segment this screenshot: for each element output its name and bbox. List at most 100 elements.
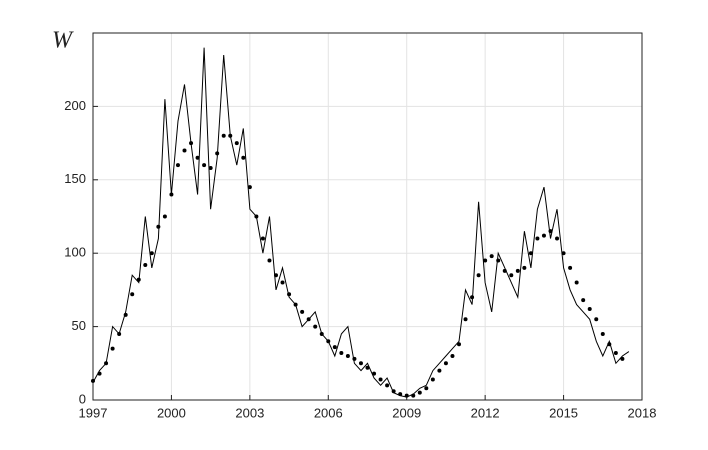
data-dot [450,353,455,358]
data-dot [398,392,403,397]
data-dot [169,192,174,197]
data-dot [189,141,194,146]
data-dot [91,378,95,383]
data-dot [274,273,278,278]
data-dot [470,295,475,300]
data-dot [463,317,468,322]
data-dot [515,268,520,273]
data-dot [136,277,141,282]
data-dot [293,302,298,307]
data-dot [587,306,592,311]
data-dot [104,361,109,366]
data-dot [313,324,318,329]
data-dot [385,383,390,388]
data-dot [548,229,553,234]
y-tick-label: 150 [64,171,86,186]
data-dot [378,377,383,382]
data-dot [300,309,305,314]
axes-box [92,32,643,401]
data-dot [391,389,396,394]
data-dot [130,292,135,297]
data-dot [162,214,167,219]
data-dot [215,151,220,156]
data-dot [221,133,226,138]
data-dot [574,280,579,285]
data-dot [326,339,331,344]
data-dot [607,342,612,347]
data-dot [430,377,435,382]
data-dot [568,265,573,270]
data-dot [613,351,618,356]
data-dot [332,345,337,350]
data-dot [195,155,200,160]
y-axis-label: W [52,28,74,54]
data-dot [411,393,416,398]
data-dot [182,148,187,153]
data-dot [365,365,370,370]
data-dot [594,317,599,322]
data-dot [208,166,213,171]
data-dot [287,292,292,297]
x-tick-label: 2018 [628,405,657,420]
data-dot [247,185,252,190]
data-dot [555,236,560,241]
data-dot [123,312,128,317]
data-dot [581,298,586,303]
data-dot [254,214,259,219]
plot-area [93,33,642,400]
data-dot [437,368,442,373]
data-dot [306,317,311,322]
data-dot [339,351,344,356]
data-dot [502,268,507,273]
data-dot [228,133,233,138]
data-dot [260,236,265,241]
data-dot [522,265,527,270]
data-dot [234,141,239,146]
x-tick-label: 2006 [314,405,343,420]
data-dot [358,361,363,366]
data-dot [476,273,481,278]
data-dot [202,163,207,168]
y-tick-label: 100 [64,245,86,260]
data-dot [509,273,514,278]
data-dot [267,258,272,263]
x-tick-label: 2015 [549,405,578,420]
data-dot [457,342,461,347]
data-dot [143,262,148,267]
x-tick-label: 2009 [392,405,421,420]
x-tick-label: 2012 [471,405,500,420]
data-dot [345,353,350,358]
data-dot [496,258,501,263]
data-dot [424,386,429,391]
data-dot [372,371,377,376]
x-tick-label: 2000 [157,405,186,420]
y-tick-label: 50 [72,318,86,333]
data-dot [541,233,546,238]
data-dot [443,361,448,366]
data-dot [528,251,533,256]
data-dot [319,331,324,336]
x-tick-label: 2003 [235,405,264,420]
x-tick-label: 1997 [79,405,108,420]
data-dot [404,393,409,398]
data-dot [561,251,566,256]
data-dot [97,371,102,376]
data-dot [535,236,540,241]
data-dot [280,280,285,285]
y-tick-label: 0 [79,391,86,406]
data-dot [352,356,357,361]
y-tick-label: 200 [64,98,86,113]
data-dot [417,390,422,395]
data-dot [156,224,161,229]
data-line [92,47,630,398]
data-dot [489,254,494,259]
data-dot [110,346,115,351]
data-dot [241,155,246,160]
data-dot [620,356,625,361]
data-dot [600,331,605,336]
data-dot [149,251,154,256]
data-dot [117,331,122,336]
data-dot [175,163,180,168]
data-dot [483,258,488,263]
